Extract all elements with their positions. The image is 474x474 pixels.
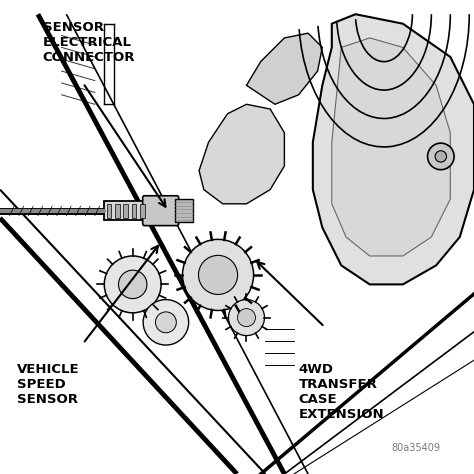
Circle shape (118, 270, 147, 299)
FancyBboxPatch shape (104, 201, 145, 220)
FancyBboxPatch shape (140, 204, 145, 218)
Circle shape (199, 255, 237, 294)
Text: 4WD
TRANSFER
CASE
EXTENSION: 4WD TRANSFER CASE EXTENSION (299, 363, 384, 420)
FancyBboxPatch shape (107, 204, 111, 218)
Polygon shape (332, 38, 450, 256)
Text: VEHICLE
SPEED
SENSOR: VEHICLE SPEED SENSOR (17, 363, 79, 406)
Text: 80a35409: 80a35409 (392, 443, 441, 453)
Circle shape (182, 239, 254, 310)
Circle shape (155, 312, 176, 333)
FancyBboxPatch shape (115, 204, 119, 218)
Circle shape (143, 300, 189, 345)
Text: SENSOR
ELECTRICAL
CONNECTOR: SENSOR ELECTRICAL CONNECTOR (43, 21, 135, 64)
Polygon shape (313, 14, 474, 284)
Polygon shape (199, 104, 284, 204)
Circle shape (104, 256, 161, 313)
FancyBboxPatch shape (143, 196, 179, 226)
Circle shape (435, 151, 447, 162)
Circle shape (428, 143, 454, 170)
Circle shape (237, 309, 255, 327)
FancyBboxPatch shape (175, 199, 193, 222)
FancyBboxPatch shape (123, 204, 128, 218)
FancyBboxPatch shape (131, 204, 136, 218)
Circle shape (228, 300, 264, 336)
Polygon shape (246, 33, 322, 104)
